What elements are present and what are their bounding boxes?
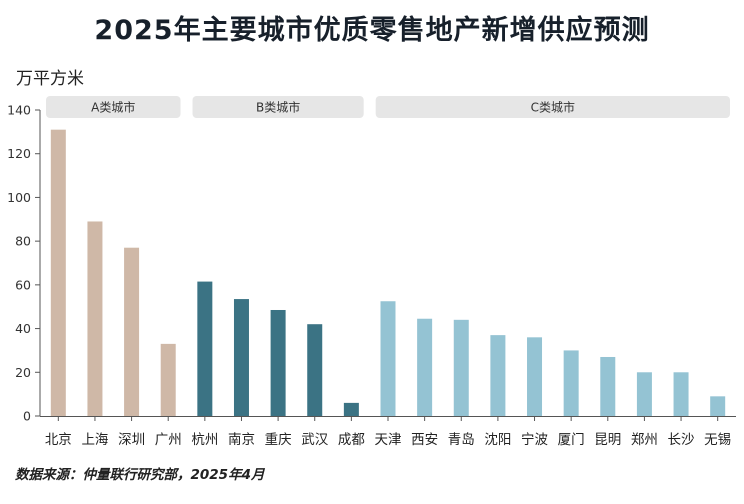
x-tick-label-武汉: 武汉: [301, 432, 328, 448]
bar-上海: [87, 221, 103, 416]
y-tick-label-80: 80: [15, 234, 31, 249]
bar-深圳: [124, 247, 140, 416]
bar-北京: [50, 129, 66, 416]
x-tick-label-广州: 广州: [155, 432, 182, 448]
x-tick-label-深圳: 深圳: [118, 432, 145, 448]
bar-沈阳: [490, 335, 506, 416]
bar-天津: [380, 301, 396, 416]
bar-昆明: [600, 356, 616, 416]
data-source-note: 数据来源：仲量联行研究部，2025年4月: [15, 467, 265, 483]
y-tick-label-140: 140: [7, 103, 31, 118]
x-tick-label-重庆: 重庆: [265, 432, 292, 448]
bar-成都: [343, 402, 359, 416]
bar-武汉: [307, 324, 323, 416]
x-tick-label-长沙: 长沙: [668, 432, 695, 448]
y-tick-label-20: 20: [15, 365, 31, 380]
group-header-label-0: A类城市: [91, 100, 135, 115]
y-tick-label-40: 40: [15, 321, 31, 336]
x-tick-label-宁波: 宁波: [521, 431, 548, 448]
group-header-box-0: [46, 96, 181, 118]
bar-重庆: [270, 309, 286, 416]
x-tick-label-厦门: 厦门: [558, 432, 585, 448]
y-tick-label-0: 0: [23, 409, 31, 424]
bar-无锡: [710, 396, 726, 416]
y-tick-label-60: 60: [15, 277, 31, 292]
group-header-label-2: C类城市: [531, 100, 575, 115]
bar-厦门: [563, 350, 579, 416]
x-tick-label-昆明: 昆明: [594, 432, 621, 448]
bar-青岛: [453, 319, 469, 416]
x-tick-label-杭州: 杭州: [191, 432, 218, 448]
bar-长沙: [673, 372, 689, 416]
bar-西安: [417, 318, 433, 416]
chart-title: 2025年主要城市优质零售地产新增供应预测: [94, 15, 650, 46]
bar-郑州: [636, 372, 652, 416]
x-tick-label-天津: 天津: [375, 432, 402, 448]
bar-广州: [160, 343, 176, 416]
x-tick-label-成都: 成都: [338, 432, 365, 448]
x-tick-label-北京: 北京: [45, 432, 72, 448]
y-axis-unit-label: 万平方米: [16, 69, 84, 89]
group-header-box-2: [375, 96, 730, 118]
x-tick-label-青岛: 青岛: [448, 432, 475, 448]
bar-宁波: [527, 337, 543, 416]
group-header-label-1: B类城市: [256, 100, 300, 115]
y-tick-label-120: 120: [7, 146, 31, 161]
x-tick-label-上海: 上海: [81, 432, 108, 448]
y-tick-label-100: 100: [7, 190, 31, 205]
bar-南京: [233, 299, 249, 416]
x-tick-label-南京: 南京: [228, 432, 255, 448]
x-tick-label-郑州: 郑州: [631, 432, 658, 448]
x-tick-label-西安: 西安: [411, 432, 438, 448]
x-tick-label-无锡: 无锡: [704, 432, 731, 448]
bar-杭州: [197, 281, 213, 416]
x-tick-label-沈阳: 沈阳: [484, 432, 511, 448]
group-header-box-1: [192, 96, 364, 118]
